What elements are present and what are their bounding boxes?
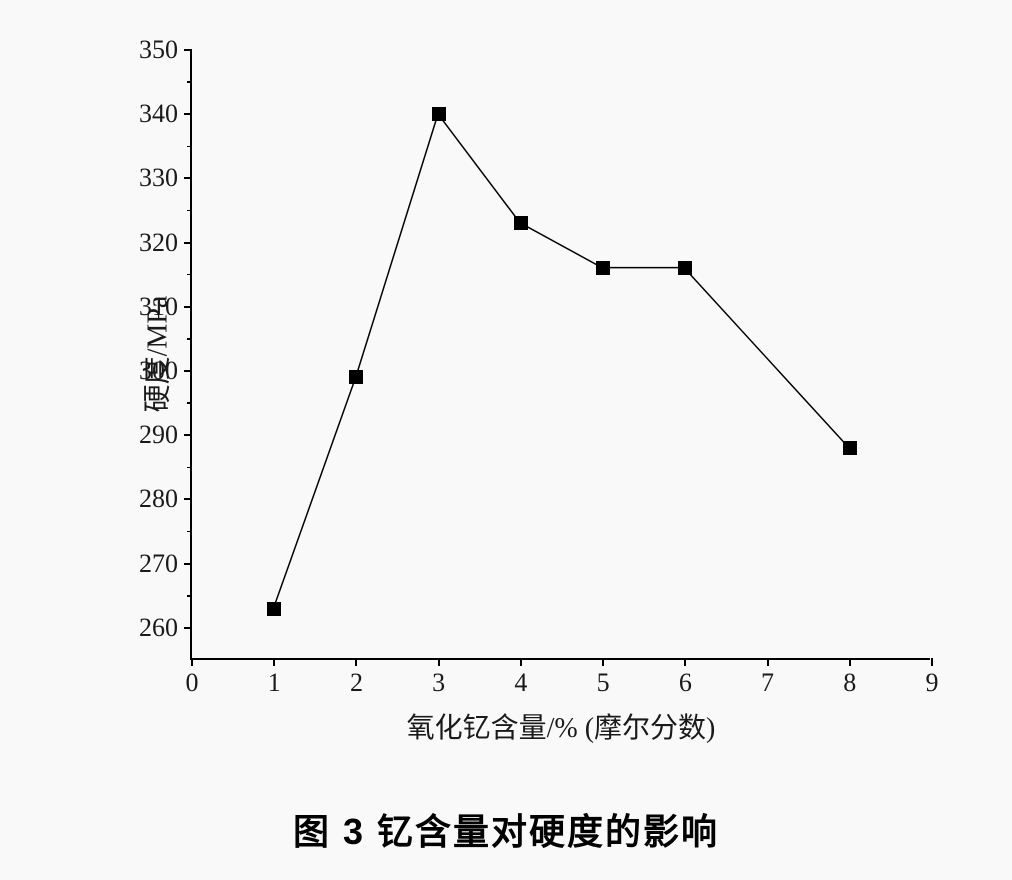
y-tick xyxy=(184,563,192,565)
x-tick xyxy=(438,658,440,666)
data-point xyxy=(596,261,610,275)
data-point xyxy=(349,370,363,384)
data-line xyxy=(192,50,930,658)
series-line xyxy=(274,114,848,607)
y-tick-label: 290 xyxy=(139,420,178,450)
x-tick-label: 9 xyxy=(926,668,939,698)
y-tick xyxy=(184,434,192,436)
x-tick xyxy=(355,658,357,666)
y-tick xyxy=(184,306,192,308)
x-tick-label: 8 xyxy=(843,668,856,698)
x-tick xyxy=(602,658,604,666)
figure-caption: 图 3 钇含量对硬度的影响 xyxy=(293,803,719,855)
y-tick-label: 350 xyxy=(139,35,178,65)
x-tick xyxy=(849,658,851,666)
x-tick-label: 7 xyxy=(761,668,774,698)
x-tick-label: 2 xyxy=(350,668,363,698)
plot-area: 氧化钇含量/% (摩尔分数)硬度/MPa26027028029030031032… xyxy=(190,50,930,660)
y-minor-tick xyxy=(187,210,192,212)
y-minor-tick xyxy=(187,531,192,533)
y-tick-label: 310 xyxy=(139,292,178,322)
x-tick xyxy=(684,658,686,666)
data-point xyxy=(514,216,528,230)
x-axis-title: 氧化钇含量/% (摩尔分数) xyxy=(407,706,716,746)
y-tick xyxy=(184,370,192,372)
x-tick-label: 1 xyxy=(268,668,281,698)
y-tick xyxy=(184,498,192,500)
x-tick-label: 5 xyxy=(597,668,610,698)
x-tick-label: 6 xyxy=(679,668,692,698)
chart-container: 氧化钇含量/% (摩尔分数)硬度/MPa26027028029030031032… xyxy=(70,30,950,750)
x-tick xyxy=(520,658,522,666)
y-tick-label: 270 xyxy=(139,549,178,579)
y-minor-tick xyxy=(187,81,192,83)
y-tick-label: 300 xyxy=(139,356,178,386)
y-tick-label: 280 xyxy=(139,484,178,514)
y-tick xyxy=(184,177,192,179)
y-minor-tick xyxy=(187,467,192,469)
x-tick xyxy=(273,658,275,666)
y-tick xyxy=(184,113,192,115)
y-tick xyxy=(184,627,192,629)
data-point xyxy=(432,107,446,121)
x-tick-label: 3 xyxy=(432,668,445,698)
y-tick-label: 340 xyxy=(139,99,178,129)
y-minor-tick xyxy=(187,595,192,597)
y-tick-label: 260 xyxy=(139,613,178,643)
y-tick-label: 330 xyxy=(139,163,178,193)
x-tick-label: 4 xyxy=(514,668,527,698)
x-tick xyxy=(191,658,193,666)
y-tick-label: 320 xyxy=(139,228,178,258)
data-point xyxy=(843,441,857,455)
y-minor-tick xyxy=(187,338,192,340)
y-tick xyxy=(184,49,192,51)
data-point xyxy=(267,602,281,616)
y-minor-tick xyxy=(187,402,192,404)
x-tick xyxy=(767,658,769,666)
x-tick-label: 0 xyxy=(186,668,199,698)
y-tick xyxy=(184,242,192,244)
x-tick xyxy=(931,658,933,666)
y-minor-tick xyxy=(187,146,192,148)
data-point xyxy=(678,261,692,275)
y-minor-tick xyxy=(187,274,192,276)
